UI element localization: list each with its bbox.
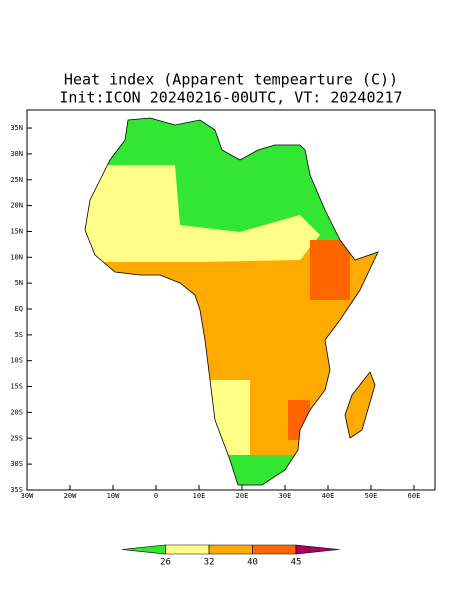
lat-tick-label: 5S (15, 331, 23, 339)
lon-tick-label: 30W (21, 492, 34, 500)
lat-tick-label: EQ (15, 305, 23, 313)
lat-tick-label: 25S (10, 434, 23, 442)
lat-tick-label: 30N (10, 150, 23, 158)
colorbar-label: 40 (247, 558, 258, 568)
lon-tick-label: 0 (154, 492, 158, 500)
lon-tick-label: 40E (322, 492, 335, 500)
lat-tick-label: 35S (10, 486, 23, 494)
lon-tick-label: 20E (236, 492, 249, 500)
colorbar-label: 45 (291, 558, 302, 568)
coastline (84, 117, 379, 486)
lon-tick-label: 60E (408, 492, 421, 500)
colorbar-label: 26 (160, 558, 171, 568)
lat-tick-label: 10S (10, 357, 23, 365)
colorbar-segment (121, 544, 166, 555)
colorbar: 26 32 40 45 (121, 544, 340, 568)
lon-tick-label: 10E (193, 492, 206, 500)
subtitle: Init:ICON 20240216-00UTC, VT: 20240217 (59, 89, 402, 107)
title: Heat index (Apparent tempearture (C)) (64, 71, 398, 89)
lat-tick-label: 30S (10, 460, 23, 468)
lat-tick-label: 35N (10, 124, 23, 132)
lat-tick-label: 25N (10, 176, 23, 184)
colorbar-segment (252, 544, 297, 555)
lon-tick-label: 10W (107, 492, 120, 500)
lon-tick-label: 50E (365, 492, 378, 500)
lat-tick-label: 5N (15, 279, 23, 287)
colorbar-segment (295, 544, 340, 555)
lat-tick-label: 20N (10, 202, 23, 210)
map-frame (26, 109, 436, 491)
lat-tick-label: 20S (10, 408, 23, 416)
colorbar-segment (165, 544, 210, 555)
lat-tick-label: 15S (10, 383, 23, 391)
colorbar-label: 32 (204, 558, 215, 568)
axis-ticks: 30W 20W 10W 0 10E 20E 30E 40E 50E 60E 35N 30N 25N 20N… (10, 124, 420, 500)
colorbar-segment (208, 544, 253, 555)
lon-tick-label: 20W (64, 492, 77, 500)
lat-tick-label: 15N (10, 227, 23, 235)
lat-tick-label: 10N (10, 253, 23, 261)
lon-tick-label: 30E (279, 492, 292, 500)
